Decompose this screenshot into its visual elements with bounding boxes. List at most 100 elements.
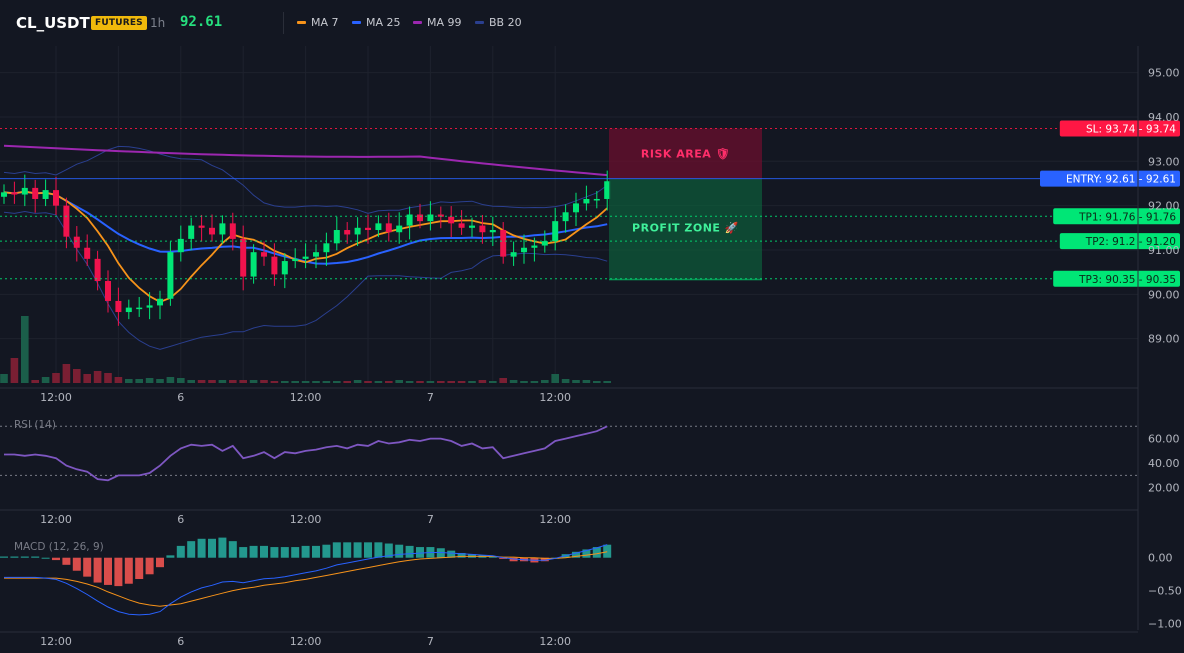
header-divider bbox=[283, 12, 284, 34]
volume-bar bbox=[353, 380, 362, 383]
price-axis-label: 94.00 bbox=[1148, 111, 1180, 124]
rsi-axis-label: 40.00 bbox=[1148, 457, 1180, 470]
take-profit-3-tag bbox=[1053, 270, 1180, 287]
price-axis-label: 92.00 bbox=[1148, 200, 1180, 213]
candle-body bbox=[458, 223, 465, 228]
candle-body bbox=[354, 227, 361, 235]
candle-body bbox=[396, 225, 403, 233]
volume-bar bbox=[281, 381, 289, 383]
candle-body bbox=[583, 198, 590, 204]
price-axis-label: 93.00 bbox=[1148, 155, 1180, 168]
macd-histogram-bar bbox=[10, 556, 19, 558]
macd-histogram-bar bbox=[540, 557, 549, 562]
volume-bar bbox=[312, 381, 320, 383]
entry-tag-label: ENTRY: 92.61 - 92.61 bbox=[1066, 174, 1176, 186]
legend-ma25[interactable]: MA 25 bbox=[352, 16, 401, 29]
time-axis-rsi-label: 6 bbox=[177, 513, 184, 526]
candle-body bbox=[250, 252, 257, 277]
volume-bar bbox=[197, 380, 206, 383]
volume-bar bbox=[541, 380, 549, 383]
volume-bar bbox=[478, 380, 487, 383]
take-profit-2-tag-label: TP2: 91.2 - 91.20 bbox=[1085, 236, 1176, 248]
volume-bar bbox=[218, 380, 227, 383]
macd-histogram-bar bbox=[322, 544, 331, 558]
timeframe-label[interactable]: 1h bbox=[150, 16, 166, 30]
legend-ma7[interactable]: MA 7 bbox=[297, 16, 339, 29]
ma99-line bbox=[3, 144, 608, 177]
volume-bar bbox=[239, 380, 247, 383]
candle-body bbox=[437, 214, 444, 217]
candle-body bbox=[323, 243, 330, 253]
candle-body bbox=[198, 225, 205, 228]
macd-histogram-bar bbox=[384, 543, 393, 558]
macd-histogram-bar bbox=[166, 555, 175, 558]
macd-histogram-bar bbox=[405, 545, 414, 558]
volume-bar bbox=[208, 380, 216, 383]
macd-histogram-bar bbox=[364, 542, 372, 558]
macd-histogram-bar bbox=[270, 547, 279, 558]
candle-body bbox=[573, 203, 579, 213]
legend-bb20[interactable]: BB 20 bbox=[475, 16, 522, 29]
candle-body bbox=[593, 198, 600, 201]
candle-body bbox=[84, 247, 91, 259]
volume-bar bbox=[177, 378, 185, 383]
volume-bar bbox=[468, 381, 476, 383]
profit-zone-label: PROFIT ZONE 🚀 bbox=[632, 221, 739, 234]
volume-bar bbox=[104, 373, 112, 383]
candle-body bbox=[73, 236, 80, 248]
volume-bar bbox=[73, 369, 81, 383]
candle-body bbox=[229, 223, 236, 239]
legend-label-bb20: BB 20 bbox=[489, 16, 522, 29]
macd-histogram-bar bbox=[332, 542, 341, 558]
volume-bar bbox=[603, 381, 611, 383]
volume-bar bbox=[249, 380, 258, 383]
candle-body bbox=[521, 247, 527, 253]
volume-bar bbox=[322, 381, 331, 383]
macd-histogram-bar bbox=[572, 551, 580, 558]
volume-bar bbox=[291, 381, 299, 383]
futures-badge: FUTURES bbox=[91, 16, 147, 30]
macd-histogram-bar bbox=[488, 556, 497, 558]
ma7-swatch bbox=[297, 21, 306, 24]
candle-body bbox=[489, 230, 496, 233]
macd-axis-label: −0.50 bbox=[1148, 585, 1182, 598]
volume-bar bbox=[364, 381, 372, 383]
macd-histogram-bar bbox=[312, 545, 320, 558]
candle-body bbox=[21, 187, 28, 195]
price-axis-label: 90.00 bbox=[1148, 288, 1180, 301]
rsi-line bbox=[4, 425, 608, 482]
volume-bar bbox=[509, 380, 518, 383]
volume-bar bbox=[145, 378, 154, 383]
macd-histogram-bar bbox=[124, 557, 133, 584]
macd-histogram-bar bbox=[52, 557, 60, 561]
macd-histogram-bar bbox=[239, 547, 248, 558]
candle-body bbox=[344, 230, 351, 235]
volume-bar bbox=[437, 381, 445, 383]
rsi-title: RSI (14) bbox=[14, 419, 56, 431]
macd-histogram-bar bbox=[343, 542, 352, 558]
volume-bar bbox=[499, 378, 507, 383]
macd-histogram-bar bbox=[20, 556, 29, 558]
candle-body bbox=[365, 227, 371, 231]
volume-bar bbox=[385, 381, 393, 383]
take-profit-1-tag bbox=[1053, 208, 1180, 225]
time-axis-macd-label: 7 bbox=[427, 635, 434, 648]
volume-bar bbox=[416, 381, 424, 383]
symbol-name[interactable]: CL_USDT bbox=[16, 14, 90, 32]
stop-loss-tag bbox=[1059, 120, 1180, 137]
rsi-axis-label: 20.00 bbox=[1148, 482, 1180, 495]
legend-ma99[interactable]: MA 99 bbox=[413, 16, 462, 29]
bb20-swatch bbox=[475, 21, 484, 24]
volume-bar bbox=[125, 379, 133, 383]
macd-histogram-bar bbox=[218, 537, 227, 558]
candle-body bbox=[333, 230, 340, 244]
legend-label-ma99: MA 99 bbox=[427, 16, 462, 29]
candle-body bbox=[42, 190, 49, 199]
macd-histogram-bar bbox=[416, 547, 424, 558]
macd-histogram-bar bbox=[395, 544, 404, 558]
volume-bar bbox=[62, 364, 71, 383]
candle-body bbox=[94, 258, 101, 282]
volume-bar bbox=[21, 316, 29, 383]
time-axis-main-label: 12:00 bbox=[290, 391, 322, 404]
